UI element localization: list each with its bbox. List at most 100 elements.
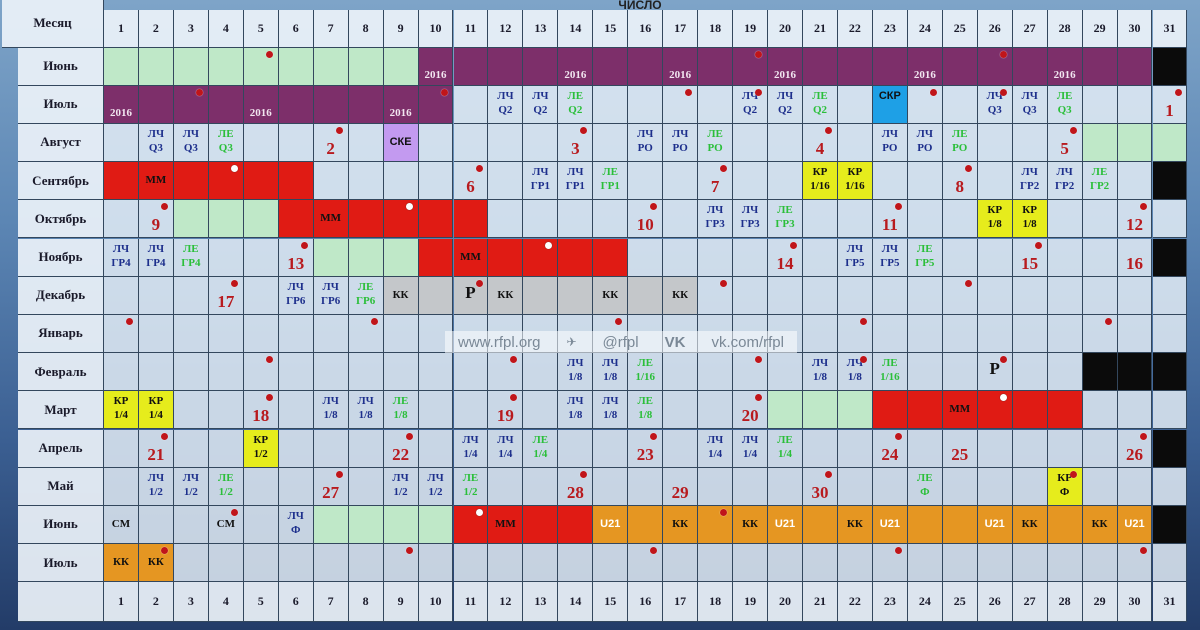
day-cell[interactable]: КК [733,505,769,545]
day-cell[interactable]: 6 [453,162,489,201]
day-cell[interactable] [243,200,279,239]
day-cell[interactable] [977,544,1013,583]
day-cell[interactable] [1012,467,1048,506]
day-cell[interactable]: ММ [313,200,349,239]
day-cell[interactable] [593,429,629,468]
day-cell[interactable]: ЛЧ РО [628,123,664,163]
day-cell[interactable] [907,85,943,124]
day-cell[interactable]: 2016 [558,47,594,86]
day-cell[interactable] [558,276,594,315]
day-cell[interactable] [418,200,454,239]
day-cell[interactable] [907,544,943,583]
day-cell[interactable]: ЛЕ ГР2 [1082,162,1118,201]
day-cell[interactable]: 12 [1117,200,1153,239]
day-cell[interactable] [313,353,349,392]
day-cell[interactable]: ЛЧ 1/8 [593,353,629,392]
day-cell[interactable]: КК [837,505,873,545]
day-cell[interactable]: 21 [138,429,174,468]
day-cell[interactable] [1152,429,1188,468]
day-cell[interactable] [348,123,384,163]
day-cell[interactable]: 4 [803,123,838,163]
day-cell[interactable]: 2016 [663,47,699,86]
day-cell[interactable] [278,85,314,124]
day-cell[interactable] [733,238,769,277]
day-cell[interactable]: КК [1082,505,1118,545]
day-cell[interactable]: 13 [278,238,314,277]
day-cell[interactable]: ЛЧ ГР3 [698,200,734,239]
day-cell[interactable]: ЛЧ ГР6 [278,276,314,315]
day-cell[interactable] [663,391,699,430]
day-cell[interactable] [768,467,803,506]
day-cell[interactable]: СМ [208,505,244,545]
day-cell[interactable] [278,391,314,430]
day-cell[interactable]: КР 1/16 [837,162,873,201]
day-cell[interactable] [733,123,769,163]
day-cell[interactable] [348,85,384,124]
day-cell[interactable]: ЛЕ Q3 [1047,85,1083,124]
day-cell[interactable] [1012,429,1048,468]
day-cell[interactable] [558,238,594,277]
day-cell[interactable] [348,429,384,468]
day-cell[interactable] [803,544,838,583]
day-cell[interactable] [837,467,873,506]
day-cell[interactable]: ММ [453,238,489,277]
day-cell[interactable] [628,505,664,545]
day-cell[interactable] [104,162,139,201]
day-cell[interactable] [348,314,384,354]
day-cell[interactable] [1082,314,1118,354]
day-cell[interactable]: 2016 [907,47,943,86]
day-cell[interactable]: 18 [243,391,279,430]
day-cell[interactable] [1152,467,1188,506]
day-cell[interactable]: ЛЧ Q2 [768,85,803,124]
day-cell[interactable] [488,353,524,392]
day-cell[interactable] [1047,429,1083,468]
day-cell[interactable] [628,85,664,124]
day-cell[interactable]: ЛЕ 1/16 [872,353,908,392]
day-cell[interactable] [1082,123,1118,163]
day-cell[interactable]: 2016 [768,47,803,86]
day-cell[interactable]: КР 1/4 [138,391,174,430]
day-cell[interactable] [138,314,174,354]
day-cell[interactable] [942,85,978,124]
day-cell[interactable] [942,467,978,506]
day-cell[interactable]: ЛЧ Q3 [173,123,209,163]
day-cell[interactable]: 28 [558,467,594,506]
day-cell[interactable]: ЛЧ Ф [278,505,314,545]
day-cell[interactable] [1152,544,1188,583]
day-cell[interactable]: Р [977,353,1013,392]
day-cell[interactable]: ЛЕ 1/16 [628,353,664,392]
day-cell[interactable] [698,353,734,392]
day-cell[interactable] [872,391,908,430]
day-cell[interactable] [907,200,943,239]
day-cell[interactable] [418,353,454,392]
day-cell[interactable]: 2016 [383,85,419,124]
day-cell[interactable] [313,85,349,124]
day-cell[interactable]: ЛЧ ГР3 [733,200,769,239]
day-cell[interactable]: ЛЧ 1/8 [348,391,384,430]
day-cell[interactable] [383,544,419,583]
day-cell[interactable]: U21 [768,505,803,545]
day-cell[interactable]: ЛЧ 1/8 [558,391,594,430]
day-cell[interactable]: ЛЕ РО [942,123,978,163]
day-cell[interactable] [1047,505,1083,545]
day-cell[interactable] [523,238,559,277]
day-cell[interactable] [942,353,978,392]
day-cell[interactable] [977,238,1013,277]
day-cell[interactable] [523,391,559,430]
day-cell[interactable]: ЛЕ ГР4 [173,238,209,277]
day-cell[interactable] [593,200,629,239]
day-cell[interactable] [1152,47,1188,86]
day-cell[interactable] [1047,200,1083,239]
day-cell[interactable] [208,85,244,124]
day-cell[interactable] [278,353,314,392]
day-cell[interactable] [173,391,209,430]
day-cell[interactable] [488,162,524,201]
day-cell[interactable] [278,544,314,583]
day-cell[interactable] [1117,467,1153,506]
day-cell[interactable] [733,162,769,201]
day-cell[interactable] [418,429,454,468]
day-cell[interactable]: ЛЕ 1/4 [523,429,559,468]
day-cell[interactable]: ЛЕ 1/2 [208,467,244,506]
day-cell[interactable] [768,123,803,163]
day-cell[interactable] [313,162,349,201]
